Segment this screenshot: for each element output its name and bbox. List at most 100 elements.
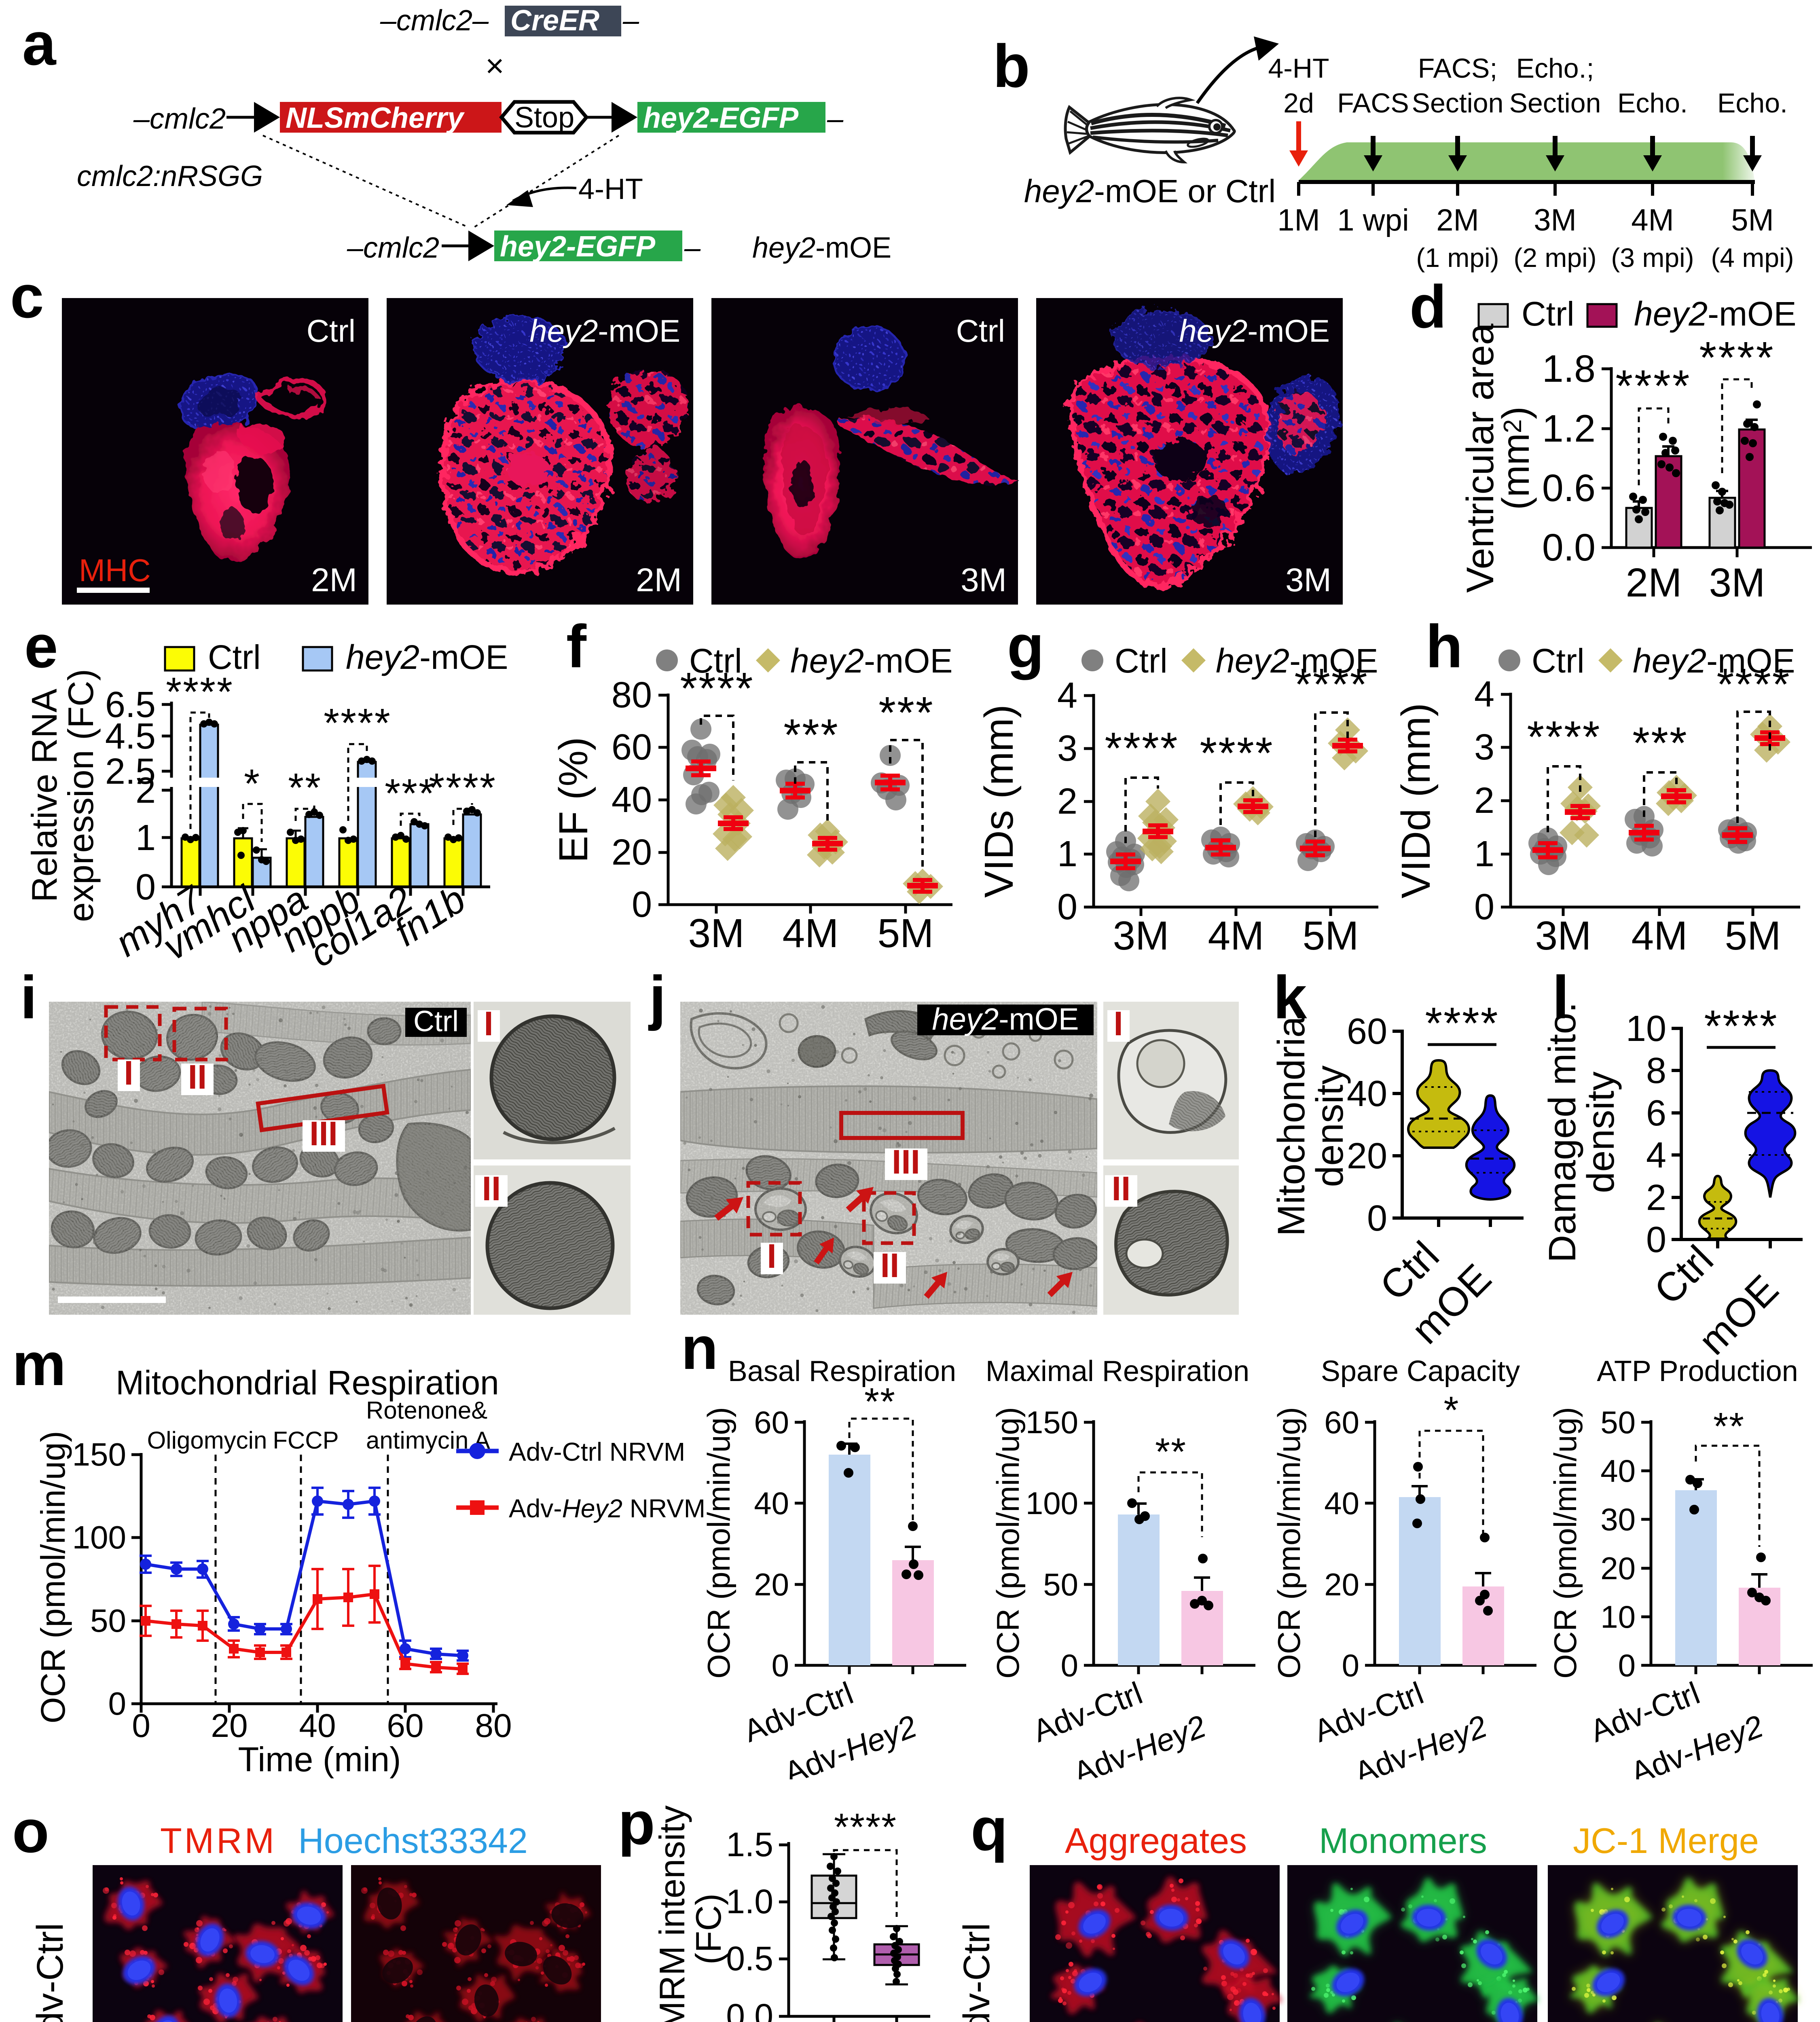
- svg-text:OCR (pmol/min/ug): OCR (pmol/min/ug): [990, 1407, 1026, 1679]
- svg-text:density: density: [1308, 1065, 1351, 1187]
- svg-text:8: 8: [1646, 1051, 1666, 1091]
- svg-text:hey2-mOE: hey2-mOE: [1634, 295, 1796, 333]
- svg-text:30: 30: [1600, 1502, 1636, 1537]
- svg-text:Monomers: Monomers: [1319, 1821, 1487, 1861]
- svg-text:hey2-mOE: hey2-mOE: [1179, 313, 1330, 349]
- svg-text:×: ×: [485, 48, 504, 84]
- svg-text:II: II: [188, 1058, 207, 1096]
- svg-text:100: 100: [1026, 1485, 1078, 1521]
- svg-text:(mm2): (mm2): [1494, 406, 1537, 510]
- svg-text:hey2-mOE: hey2-mOE: [346, 638, 508, 676]
- svg-text:density: density: [1579, 1071, 1622, 1193]
- svg-text:Adv-Ctrl: Adv-Ctrl: [30, 1923, 71, 2022]
- svg-text:2d: 2d: [1283, 88, 1314, 118]
- svg-text:FCCP: FCCP: [273, 1427, 339, 1454]
- svg-text:Time (min): Time (min): [238, 1741, 401, 1779]
- svg-text:q: q: [971, 1795, 1008, 1863]
- svg-text:VIDd (mm): VIDd (mm): [1395, 703, 1439, 898]
- svg-text:1: 1: [1474, 834, 1494, 874]
- svg-text:0.0: 0.0: [1542, 526, 1596, 569]
- svg-text:0.0: 0.0: [726, 1997, 773, 2022]
- svg-text:2M: 2M: [1436, 203, 1479, 237]
- svg-text:0: 0: [1474, 887, 1494, 927]
- svg-text:MHC: MHC: [79, 552, 151, 588]
- svg-text:40: 40: [754, 1485, 789, 1521]
- svg-text:g: g: [1007, 619, 1044, 680]
- svg-text:j: j: [648, 971, 666, 1031]
- svg-text:4.5: 4.5: [105, 716, 156, 757]
- svg-text:Oligomycin: Oligomycin: [147, 1427, 267, 1454]
- svg-text:40: 40: [299, 1707, 336, 1744]
- svg-text:****: ****: [1200, 728, 1274, 778]
- svg-text:VIDs (mm): VIDs (mm): [976, 704, 1022, 898]
- svg-text:Adv-Hey2 NRVM: Adv-Hey2 NRVM: [509, 1494, 705, 1523]
- svg-text:10: 10: [1626, 1009, 1666, 1049]
- svg-text:Maximal Respiration: Maximal Respiration: [986, 1355, 1249, 1387]
- svg-text:Damaged mito.: Damaged mito.: [1545, 1002, 1584, 1263]
- svg-text:3: 3: [1057, 728, 1077, 769]
- svg-text:1: 1: [1057, 834, 1077, 874]
- svg-text:*: *: [1444, 1389, 1460, 1432]
- svg-text:0.5: 0.5: [726, 1940, 773, 1978]
- svg-text:****: ****: [1716, 660, 1790, 709]
- svg-text:0: 0: [1061, 1648, 1078, 1683]
- svg-text:20: 20: [1600, 1550, 1636, 1586]
- svg-text:**: **: [864, 1380, 896, 1423]
- svg-text:****: ****: [1425, 998, 1499, 1048]
- svg-text:Hoechst33342: Hoechst33342: [298, 1821, 528, 1861]
- svg-text:OCR (pmol/min/ug): OCR (pmol/min/ug): [1547, 1407, 1583, 1679]
- svg-text:****: ****: [166, 669, 234, 715]
- svg-text:20: 20: [1347, 1136, 1387, 1176]
- svg-text:Ctrl: Ctrl: [689, 642, 742, 680]
- svg-text:4-HT: 4-HT: [578, 173, 643, 205]
- svg-text:III: III: [892, 1143, 920, 1181]
- svg-text:2: 2: [1474, 780, 1494, 821]
- svg-text:****: ****: [1527, 712, 1601, 762]
- svg-text:I: I: [1113, 1005, 1123, 1043]
- svg-text:5M: 5M: [1725, 913, 1781, 958]
- svg-text:****: ****: [680, 664, 754, 713]
- svg-text:Mitochondrial Respiration: Mitochondrial Respiration: [116, 1364, 499, 1402]
- svg-text:–: –: [827, 103, 844, 135]
- svg-text:2: 2: [135, 770, 156, 811]
- svg-text:Ctrl: Ctrl: [1115, 642, 1168, 680]
- svg-text:2M: 2M: [311, 562, 357, 599]
- svg-text:II: II: [1112, 1170, 1131, 1208]
- svg-text:***: ***: [783, 710, 839, 760]
- svg-text:Section: Section: [1412, 88, 1504, 118]
- svg-text:Section: Section: [1509, 88, 1601, 118]
- svg-text:150: 150: [72, 1436, 126, 1472]
- svg-text:50: 50: [1043, 1567, 1078, 1602]
- svg-text:FACS: FACS: [1337, 88, 1409, 118]
- svg-text:****: ****: [324, 700, 392, 746]
- svg-text:60: 60: [1324, 1404, 1359, 1440]
- svg-text:2: 2: [1057, 781, 1077, 822]
- svg-text:60: 60: [1347, 1011, 1387, 1052]
- svg-text:l: l: [1552, 971, 1569, 1031]
- svg-text:2.5: 2.5: [105, 751, 156, 792]
- svg-text:3M: 3M: [1709, 560, 1765, 605]
- svg-text:****: ****: [1704, 1001, 1778, 1051]
- svg-text:80: 80: [475, 1707, 512, 1744]
- svg-text:40: 40: [612, 780, 652, 820]
- svg-text:Echo.;: Echo.;: [1516, 53, 1594, 84]
- svg-text:****: ****: [834, 1806, 897, 1849]
- svg-text:****: ****: [1294, 660, 1368, 709]
- svg-text:2M: 2M: [1626, 560, 1682, 605]
- svg-text:hey2-mOE: hey2-mOE: [752, 232, 891, 264]
- svg-text:0: 0: [1618, 1648, 1636, 1683]
- svg-text:1.5: 1.5: [726, 1825, 773, 1863]
- svg-text:4: 4: [1646, 1135, 1666, 1176]
- svg-text:60: 60: [387, 1707, 423, 1744]
- svg-text:JC-1 Merge: JC-1 Merge: [1573, 1821, 1759, 1861]
- svg-text:****: ****: [1615, 361, 1691, 411]
- svg-text:TMRM: TMRM: [160, 1821, 277, 1861]
- svg-text:Aggregates: Aggregates: [1065, 1821, 1247, 1861]
- svg-text:TMRM intensity: TMRM intensity: [652, 1805, 692, 2022]
- svg-text:I: I: [124, 1054, 133, 1092]
- svg-text:**: **: [1155, 1430, 1187, 1473]
- svg-text:4M: 4M: [1631, 203, 1674, 237]
- svg-text:40: 40: [1600, 1453, 1636, 1489]
- svg-text:5M: 5M: [1303, 913, 1359, 958]
- svg-text:(FC): (FC): [688, 1893, 728, 1965]
